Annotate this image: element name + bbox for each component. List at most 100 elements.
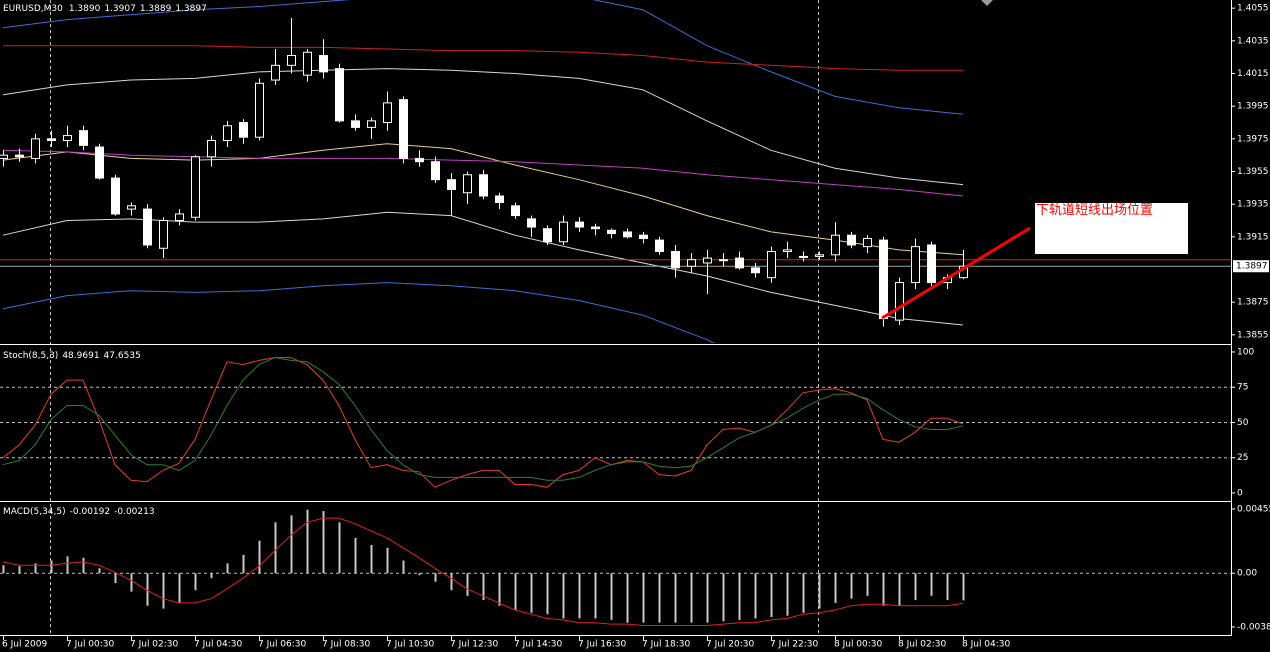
candle-body xyxy=(479,174,488,197)
x-tick-label: 7 Jul 14:30 xyxy=(514,640,563,650)
candle-body xyxy=(223,125,232,141)
indicator-value: -0.00192 xyxy=(70,507,110,517)
panel xyxy=(0,509,1231,626)
x-tick-label: 7 Jul 18:30 xyxy=(642,640,691,650)
header-value: 1.3897 xyxy=(175,4,207,14)
indicator-line xyxy=(2,357,964,488)
indicator-line xyxy=(2,143,964,256)
candle-body xyxy=(735,257,744,269)
candle-body xyxy=(239,122,248,138)
y-tick-label: 1.4055 xyxy=(1237,4,1269,14)
candle-body xyxy=(575,221,584,228)
y-tick-label: 1.3855 xyxy=(1237,330,1269,340)
candle-body xyxy=(111,177,120,215)
x-tick-label: 7 Jul 10:30 xyxy=(386,640,435,650)
y-tick-label: 0.00 xyxy=(1237,569,1257,579)
candle-body xyxy=(175,213,184,221)
x-tick-label: 7 Jul 06:30 xyxy=(258,640,307,650)
candle-body xyxy=(319,55,328,73)
y-tick-label: -0.0038 xyxy=(1237,622,1270,632)
header-value: 1.3889 xyxy=(140,4,172,14)
candle-body xyxy=(47,138,56,141)
x-tick-label: 7 Jul 00:30 xyxy=(66,640,115,650)
symbol: EURUSD,M30 xyxy=(3,4,63,14)
candle-body xyxy=(591,226,600,230)
y-tick-label: 1.4035 xyxy=(1237,36,1269,46)
candle-body xyxy=(815,254,824,257)
candle-body xyxy=(559,221,568,243)
header-value: 1.3890 xyxy=(69,4,101,14)
candle-body xyxy=(63,135,72,141)
y-tick-label: 25 xyxy=(1237,453,1248,463)
candle-body xyxy=(751,267,760,274)
panel xyxy=(0,357,1231,488)
annotation-box xyxy=(1035,203,1188,254)
candle-body xyxy=(799,255,808,258)
indicator-line xyxy=(2,357,964,481)
x-tick-label: 7 Jul 04:30 xyxy=(194,640,243,650)
candle-body xyxy=(415,157,424,163)
x-tick-label: 6 Jul 2009 xyxy=(2,640,47,650)
indicator-line xyxy=(3,45,963,71)
candle-body xyxy=(271,64,280,81)
candle-body xyxy=(911,246,920,284)
candle-body xyxy=(623,231,632,238)
x-tick-label: 7 Jul 12:30 xyxy=(450,640,499,650)
candle-body xyxy=(287,55,296,66)
candle-body xyxy=(431,161,440,181)
y-tick-label: 0 xyxy=(1237,488,1243,498)
candle-body xyxy=(303,51,312,76)
candle-body xyxy=(351,120,360,128)
indicator-line xyxy=(2,0,964,115)
candle-body xyxy=(159,220,168,249)
y-tick-label: 0.00455 xyxy=(1237,504,1270,514)
candle-body xyxy=(639,234,648,239)
panel xyxy=(0,0,1231,343)
candle-body xyxy=(879,239,888,320)
candle-body xyxy=(511,205,520,217)
bid-label-box xyxy=(1233,260,1269,273)
candle-body xyxy=(127,205,136,210)
candle-body xyxy=(463,174,472,194)
y-tick-label: 100 xyxy=(1237,347,1254,357)
indicator-line xyxy=(2,282,715,343)
candle-body xyxy=(335,68,344,122)
y-tick-label: 1.3875 xyxy=(1237,298,1269,308)
y-tick-label: 1.3975 xyxy=(1237,134,1269,144)
header-value: 1.3907 xyxy=(104,4,136,14)
y-tick-label: 75 xyxy=(1237,383,1248,393)
x-tick-label: 7 Jul 02:30 xyxy=(130,640,179,650)
candle-body xyxy=(0,154,8,159)
candle-body xyxy=(895,282,904,321)
indicator-line xyxy=(2,149,964,197)
candle-body xyxy=(383,102,392,124)
y-tick-label: 1.4015 xyxy=(1237,69,1269,79)
candle-body xyxy=(719,259,728,262)
candle-body xyxy=(255,82,264,138)
candle-body xyxy=(543,228,552,243)
y-tick-label: 1.3915 xyxy=(1237,232,1269,242)
candle-body xyxy=(607,229,616,235)
y-tick-label: 1.3955 xyxy=(1237,167,1269,177)
x-tick-label: 8 Jul 04:30 xyxy=(962,640,1011,650)
candle-body xyxy=(831,234,840,256)
x-tick-label: 8 Jul 02:30 xyxy=(898,640,947,650)
candle-body xyxy=(863,237,872,248)
bid-label: 1.3897 xyxy=(1236,262,1268,272)
candle-body xyxy=(783,249,792,253)
annotation-text: 下轨道短线出场位置 xyxy=(1036,203,1153,218)
candle-body xyxy=(847,234,856,246)
indicator-value: -0.00213 xyxy=(114,507,154,517)
candle-body xyxy=(207,139,216,158)
shift-marker xyxy=(981,0,993,6)
y-tick-label: 1.3995 xyxy=(1237,102,1269,112)
y-tick-label: 1.3935 xyxy=(1237,200,1269,210)
candle-body xyxy=(367,120,376,128)
x-tick-label: 7 Jul 16:30 xyxy=(578,640,627,650)
candle-body xyxy=(655,239,664,253)
candle-body xyxy=(527,218,536,228)
chart-header: EURUSD,M30 1.3890 1.3907 1.3889 1.3897 xyxy=(3,4,207,14)
